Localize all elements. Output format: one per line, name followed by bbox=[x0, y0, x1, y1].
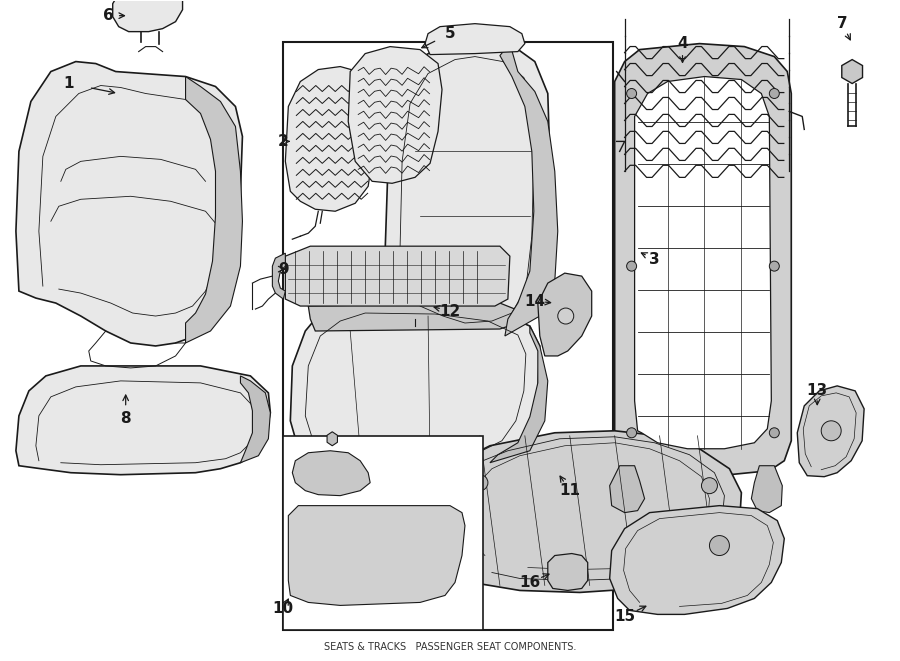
Polygon shape bbox=[240, 376, 270, 463]
Circle shape bbox=[351, 578, 359, 586]
Text: 7: 7 bbox=[837, 16, 848, 31]
Polygon shape bbox=[285, 246, 510, 306]
Polygon shape bbox=[490, 326, 548, 463]
Text: 8: 8 bbox=[121, 411, 131, 426]
Circle shape bbox=[626, 89, 636, 98]
Circle shape bbox=[558, 308, 573, 324]
Polygon shape bbox=[548, 553, 588, 590]
Polygon shape bbox=[425, 24, 525, 55]
Text: 9: 9 bbox=[278, 262, 289, 277]
Polygon shape bbox=[385, 40, 550, 341]
Polygon shape bbox=[842, 59, 862, 83]
Circle shape bbox=[847, 67, 857, 77]
Text: 6: 6 bbox=[104, 8, 114, 23]
Text: 4: 4 bbox=[677, 36, 688, 51]
Text: 1: 1 bbox=[64, 76, 74, 91]
Polygon shape bbox=[430, 513, 466, 561]
Polygon shape bbox=[112, 0, 183, 32]
Polygon shape bbox=[752, 466, 782, 513]
Polygon shape bbox=[440, 431, 742, 592]
Polygon shape bbox=[292, 451, 370, 496]
Text: 2: 2 bbox=[278, 134, 289, 149]
Text: 3: 3 bbox=[649, 252, 660, 266]
Polygon shape bbox=[615, 44, 791, 476]
Text: SEATS & TRACKS   PASSENGER SEAT COMPONENTS.: SEATS & TRACKS PASSENGER SEAT COMPONENTS… bbox=[324, 642, 576, 652]
Circle shape bbox=[472, 475, 488, 490]
Text: 5: 5 bbox=[445, 26, 455, 41]
Text: 10: 10 bbox=[273, 601, 294, 616]
Polygon shape bbox=[634, 77, 771, 449]
Bar bbox=[284, 42, 613, 631]
Polygon shape bbox=[273, 253, 285, 299]
Circle shape bbox=[701, 478, 717, 494]
Polygon shape bbox=[285, 67, 375, 212]
Text: 13: 13 bbox=[806, 383, 828, 399]
Polygon shape bbox=[500, 44, 558, 336]
Polygon shape bbox=[609, 466, 644, 513]
Circle shape bbox=[770, 261, 779, 271]
Circle shape bbox=[626, 261, 636, 271]
Circle shape bbox=[770, 89, 779, 98]
Text: 15: 15 bbox=[614, 609, 635, 624]
Circle shape bbox=[381, 578, 389, 586]
Polygon shape bbox=[797, 386, 864, 477]
Circle shape bbox=[626, 428, 636, 438]
Polygon shape bbox=[16, 366, 270, 475]
Polygon shape bbox=[16, 61, 242, 346]
Text: 12: 12 bbox=[439, 303, 461, 319]
Circle shape bbox=[770, 428, 779, 438]
Polygon shape bbox=[348, 46, 442, 183]
Circle shape bbox=[411, 578, 419, 586]
Text: 14: 14 bbox=[525, 293, 545, 309]
Circle shape bbox=[821, 421, 842, 441]
Polygon shape bbox=[288, 506, 465, 605]
Polygon shape bbox=[185, 77, 242, 343]
Text: 11: 11 bbox=[559, 483, 580, 498]
Polygon shape bbox=[327, 432, 338, 446]
Polygon shape bbox=[291, 303, 540, 476]
Polygon shape bbox=[609, 506, 784, 615]
Polygon shape bbox=[538, 273, 591, 356]
Polygon shape bbox=[309, 303, 520, 331]
Bar bbox=[284, 436, 483, 631]
Circle shape bbox=[709, 535, 729, 555]
Circle shape bbox=[458, 541, 478, 561]
Text: 16: 16 bbox=[519, 575, 541, 590]
